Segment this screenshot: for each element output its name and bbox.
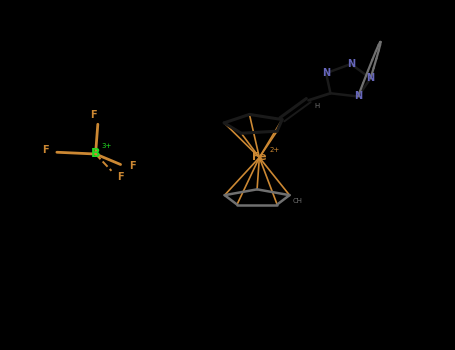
Text: N: N — [354, 91, 362, 102]
Text: CH: CH — [293, 198, 303, 204]
Text: N: N — [347, 59, 355, 69]
Text: F: F — [42, 146, 49, 155]
Text: N: N — [366, 74, 374, 83]
Text: F: F — [117, 172, 124, 182]
Text: 2+: 2+ — [269, 147, 279, 154]
Text: F: F — [129, 161, 135, 171]
Text: H: H — [314, 103, 319, 108]
Text: N: N — [322, 68, 330, 78]
Text: F: F — [90, 111, 96, 120]
Text: B: B — [91, 147, 100, 161]
Text: Fe: Fe — [252, 153, 267, 162]
Text: 3+: 3+ — [102, 143, 112, 149]
